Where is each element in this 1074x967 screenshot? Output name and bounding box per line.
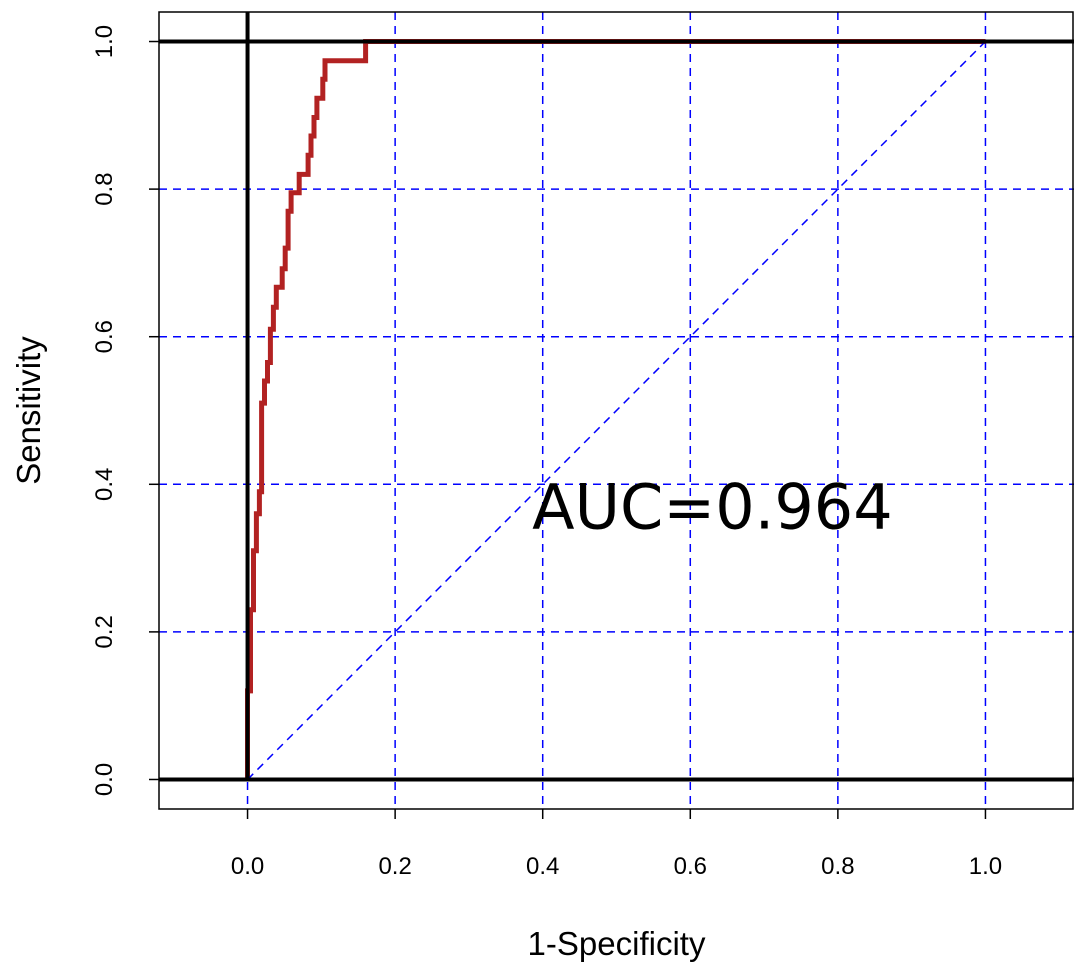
- x-tick-label-4: 0.8: [821, 853, 854, 880]
- axes: 0.0 0.2 0.4 0.6 0.8 1.0 0.0 0.2 0.4 0.6 0.8 1.0: [91, 25, 1002, 880]
- x-tick-label-5: 1.0: [969, 853, 1002, 880]
- diagonal-reference-line: [247, 40, 986, 781]
- y-axis-label: Sensitivity: [10, 336, 47, 485]
- x-tick-label-3: 0.6: [674, 853, 707, 880]
- y-tick-label-0: 0.0: [91, 763, 118, 796]
- series-layer: [245, 39, 986, 780]
- y-tick-label-5: 1.0: [91, 25, 118, 58]
- x-tick-label-2: 0.4: [526, 853, 559, 880]
- reference-lines: [159, 12, 1074, 782]
- auc-annotation: AUC=0.964: [532, 471, 893, 544]
- y-tick-label-1: 0.2: [91, 615, 118, 648]
- y-tick-label-3: 0.6: [91, 320, 118, 353]
- x-axis-label: 1-Specificity: [528, 925, 706, 962]
- roc-curve-0: [245, 39, 986, 780]
- y-tick-label-2: 0.4: [91, 468, 118, 501]
- plot-frame: [158, 11, 1074, 810]
- x-tick-label-0: 0.0: [231, 853, 264, 880]
- x-tick-label-1: 0.2: [378, 853, 411, 880]
- y-tick-label-4: 0.8: [91, 172, 118, 205]
